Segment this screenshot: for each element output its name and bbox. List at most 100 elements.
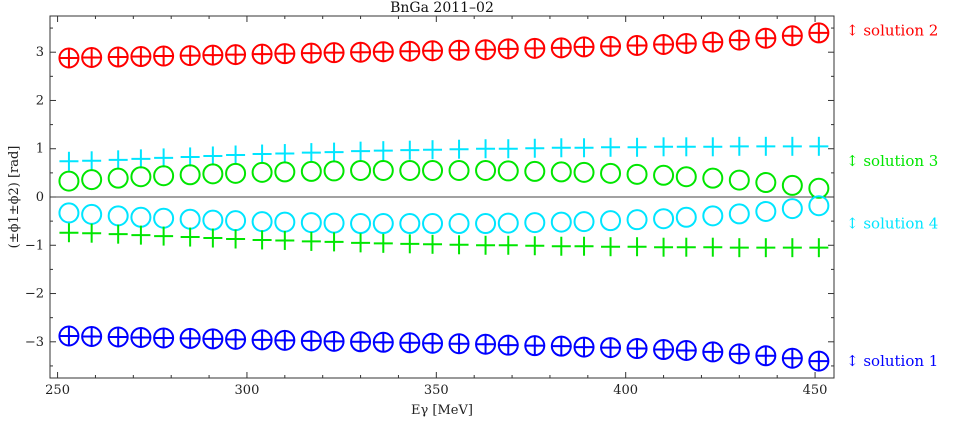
data-point (728, 343, 750, 365)
marker-circle (653, 208, 675, 230)
marker-circle (107, 205, 129, 227)
data-point (323, 212, 345, 234)
data-point (202, 209, 224, 231)
data-point (626, 338, 648, 360)
y-tick-label: 3 (36, 45, 44, 60)
marker-circle (153, 165, 175, 187)
marker-circle (600, 162, 622, 184)
data-point (755, 200, 777, 222)
marker-circle (626, 209, 648, 231)
marker-circle (225, 210, 247, 232)
data-point (551, 236, 571, 256)
data-point (422, 213, 444, 235)
data-point (550, 161, 572, 183)
data-point (728, 203, 750, 225)
data-point (653, 164, 675, 186)
data-point (252, 144, 272, 164)
y-tick-label: −3 (25, 335, 44, 350)
data-point (781, 174, 803, 196)
data-point (130, 206, 152, 228)
data-point (653, 208, 675, 230)
data-point (497, 38, 519, 60)
data-point (324, 142, 344, 162)
data-point (58, 202, 80, 224)
series-3 (58, 159, 830, 199)
marker-circle (130, 166, 152, 188)
data-point (350, 41, 372, 63)
data-point (251, 329, 273, 351)
data-point (399, 213, 421, 235)
data-point (107, 167, 129, 189)
data-point (475, 159, 497, 181)
data-point (476, 139, 496, 159)
data-point (81, 47, 103, 69)
data-point (226, 145, 246, 165)
data-point (350, 213, 372, 235)
data-point (676, 237, 696, 257)
marker-circle (323, 212, 345, 234)
data-point (324, 232, 344, 252)
x-tick-label: 250 (45, 383, 70, 398)
data-point (601, 137, 621, 157)
data-point (179, 327, 201, 349)
marker-circle (399, 159, 421, 181)
data-point (781, 198, 803, 220)
marker-circle (448, 213, 470, 235)
marker-circle (153, 207, 175, 229)
data-point (475, 213, 497, 235)
data-point (550, 37, 572, 59)
data-point (225, 44, 247, 66)
data-point (654, 237, 674, 257)
data-point (59, 223, 79, 243)
data-point (600, 337, 622, 359)
data-point (600, 35, 622, 57)
data-point (728, 169, 750, 191)
data-point (153, 327, 175, 349)
data-point (274, 161, 296, 183)
data-point (372, 41, 394, 63)
data-point (475, 333, 497, 355)
data-point (498, 139, 518, 159)
marker-circle (274, 161, 296, 183)
marker-circle (58, 202, 80, 224)
data-point (809, 136, 829, 156)
data-point (202, 163, 224, 185)
data-point (372, 159, 394, 181)
data-point (675, 206, 697, 228)
solution-annotations: ↕ solution 2 ↕ solution 3 ↕ solution 4 ↕ so… (846, 21, 938, 370)
marker-circle (300, 160, 322, 182)
solution-label: ↕ solution 1 (846, 352, 938, 370)
y-tick-label: −2 (25, 287, 44, 302)
data-point (275, 230, 295, 250)
data-point (448, 213, 470, 235)
data-point (300, 212, 322, 234)
data-point (300, 330, 322, 352)
data-point (574, 236, 594, 256)
y-axis-label: (±ϕ1±ϕ2) [rad] (7, 146, 22, 249)
data-point (350, 159, 372, 181)
data-point (274, 211, 296, 233)
data-point (108, 150, 128, 170)
data-point (809, 238, 829, 258)
data-point (203, 146, 223, 166)
data-point (600, 162, 622, 184)
data-point (627, 237, 647, 257)
marker-circle (179, 164, 201, 186)
x-tick-label: 350 (424, 383, 449, 398)
data-point (154, 148, 174, 168)
data-point (82, 223, 102, 243)
data-point (808, 350, 830, 372)
data-point (497, 160, 519, 182)
data-point (550, 211, 572, 233)
data-point (372, 213, 394, 235)
y-tick-label: 2 (36, 93, 44, 108)
data-point (448, 159, 470, 181)
data-point (653, 339, 675, 361)
data-point (323, 160, 345, 182)
y-tick-label: 1 (36, 142, 44, 157)
data-point (675, 166, 697, 188)
marker-circle (422, 159, 444, 181)
data-point (251, 211, 273, 233)
data-point (251, 161, 273, 183)
data-point (702, 205, 724, 227)
